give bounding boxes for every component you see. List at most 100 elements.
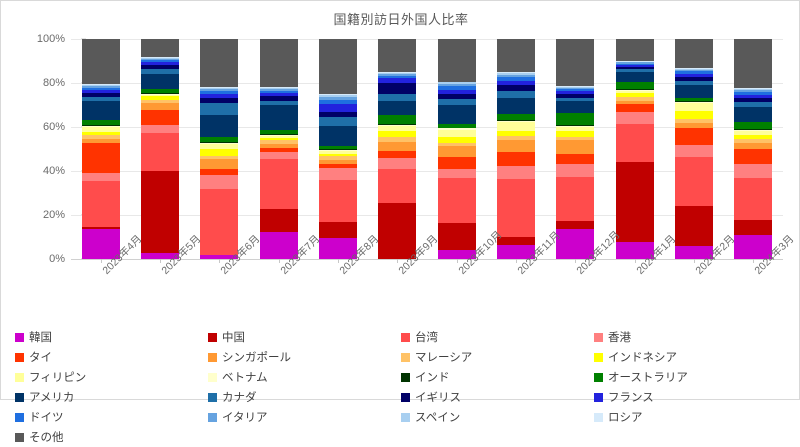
bar-segment[interactable]: [318, 221, 357, 239]
bar-segment[interactable]: [615, 67, 654, 70]
bar-segment[interactable]: [140, 170, 179, 253]
bar-segment[interactable]: [734, 131, 773, 135]
bar-segment[interactable]: [674, 84, 713, 98]
bar-segment[interactable]: [259, 137, 298, 141]
bar-segment[interactable]: [318, 111, 357, 118]
bar-segment[interactable]: [200, 188, 239, 256]
bar-segment[interactable]: [496, 39, 535, 73]
bar-segment[interactable]: [378, 130, 417, 138]
bar-segment[interactable]: [259, 105, 298, 131]
bar-segment[interactable]: [318, 168, 357, 180]
bar-segment[interactable]: [200, 115, 239, 137]
bar-segment[interactable]: [200, 175, 239, 189]
bar-segment[interactable]: [734, 88, 773, 90]
bar-segment[interactable]: [615, 81, 654, 90]
bar-segment[interactable]: [259, 130, 298, 134]
bar-segment[interactable]: [615, 71, 654, 82]
bar-segment[interactable]: [378, 78, 417, 83]
bar-segment[interactable]: [437, 99, 476, 105]
bar-segment[interactable]: [734, 87, 773, 89]
bar-segment[interactable]: [200, 155, 239, 159]
bar-segment[interactable]: [200, 149, 239, 156]
bar-segment[interactable]: [437, 83, 476, 87]
bar-segment[interactable]: [734, 130, 773, 132]
bar-segment[interactable]: [140, 94, 179, 97]
bar-segment[interactable]: [556, 228, 595, 259]
bar-segment[interactable]: [378, 101, 417, 115]
bar-segment[interactable]: [615, 104, 654, 112]
bar-segment[interactable]: [674, 97, 713, 101]
bar-segment[interactable]: [318, 159, 357, 165]
bar-segment[interactable]: [496, 165, 535, 180]
legend-item[interactable]: ベトナム: [208, 369, 401, 385]
bar-segment[interactable]: [496, 120, 535, 122]
bar-segment[interactable]: [437, 89, 476, 95]
bar-segment[interactable]: [496, 73, 535, 75]
bar-segment[interactable]: [496, 91, 535, 99]
bar-segment[interactable]: [200, 91, 239, 94]
bar-segment[interactable]: [734, 134, 773, 139]
bar-segment[interactable]: [556, 87, 595, 90]
bar-segment[interactable]: [378, 82, 417, 94]
bar-segment[interactable]: [81, 124, 120, 126]
bar-segment[interactable]: [674, 71, 713, 75]
bar-segment[interactable]: [200, 142, 239, 144]
bar-segment[interactable]: [615, 96, 654, 101]
bar-segment[interactable]: [140, 56, 179, 58]
bar-segment[interactable]: [140, 103, 179, 111]
bar-segment[interactable]: [556, 89, 595, 92]
bar-column[interactable]: [378, 39, 417, 259]
bar-segment[interactable]: [496, 122, 535, 131]
bar-column[interactable]: [200, 39, 239, 259]
bar-column[interactable]: [496, 39, 535, 259]
legend-item[interactable]: オーストラリア: [594, 369, 787, 385]
bar-segment[interactable]: [556, 86, 595, 88]
bar-segment[interactable]: [556, 86, 595, 87]
bar-segment[interactable]: [556, 126, 595, 132]
bar-segment[interactable]: [259, 133, 298, 135]
bar-segment[interactable]: [200, 141, 239, 143]
bar-segment[interactable]: [496, 152, 535, 166]
bar-segment[interactable]: [378, 157, 417, 170]
bar-segment[interactable]: [81, 85, 120, 88]
bar-segment[interactable]: [674, 101, 713, 103]
bar-segment[interactable]: [437, 136, 476, 143]
bar-segment[interactable]: [81, 93, 120, 98]
bar-segment[interactable]: [734, 148, 773, 165]
legend-item[interactable]: アメリカ: [15, 389, 208, 405]
bar-segment[interactable]: [437, 104, 476, 124]
bar-segment[interactable]: [81, 125, 120, 127]
bar-segment[interactable]: [81, 39, 120, 84]
bar-segment[interactable]: [378, 93, 417, 102]
bar-segment[interactable]: [437, 39, 476, 82]
bar-segment[interactable]: [615, 93, 654, 97]
bar-segment[interactable]: [378, 137, 417, 142]
bar-segment[interactable]: [437, 249, 476, 259]
bar-segment[interactable]: [318, 238, 357, 259]
legend-item[interactable]: インドネシア: [594, 349, 787, 365]
bar-segment[interactable]: [674, 69, 713, 72]
bar-segment[interactable]: [674, 102, 713, 112]
bar-segment[interactable]: [437, 146, 476, 157]
bar-segment[interactable]: [318, 150, 357, 152]
bar-segment[interactable]: [734, 138, 773, 143]
bar-segment[interactable]: [140, 125, 179, 133]
bar-segment[interactable]: [734, 220, 773, 235]
bar-segment[interactable]: [556, 97, 595, 101]
bar-segment[interactable]: [200, 87, 239, 90]
bar-segment[interactable]: [259, 87, 298, 88]
bar-segment[interactable]: [378, 141, 417, 152]
bar-column[interactable]: [437, 39, 476, 259]
bar-column[interactable]: [615, 39, 654, 259]
bar-segment[interactable]: [496, 236, 535, 246]
bar-segment[interactable]: [259, 89, 298, 91]
bar-segment[interactable]: [259, 140, 298, 144]
bar-segment[interactable]: [81, 226, 120, 230]
bar-segment[interactable]: [615, 111, 654, 124]
bar-segment[interactable]: [437, 124, 476, 128]
bar-segment[interactable]: [674, 245, 713, 259]
bar-segment[interactable]: [81, 172, 120, 181]
bar-segment[interactable]: [615, 123, 654, 162]
bar-segment[interactable]: [140, 92, 179, 94]
bar-segment[interactable]: [378, 75, 417, 79]
